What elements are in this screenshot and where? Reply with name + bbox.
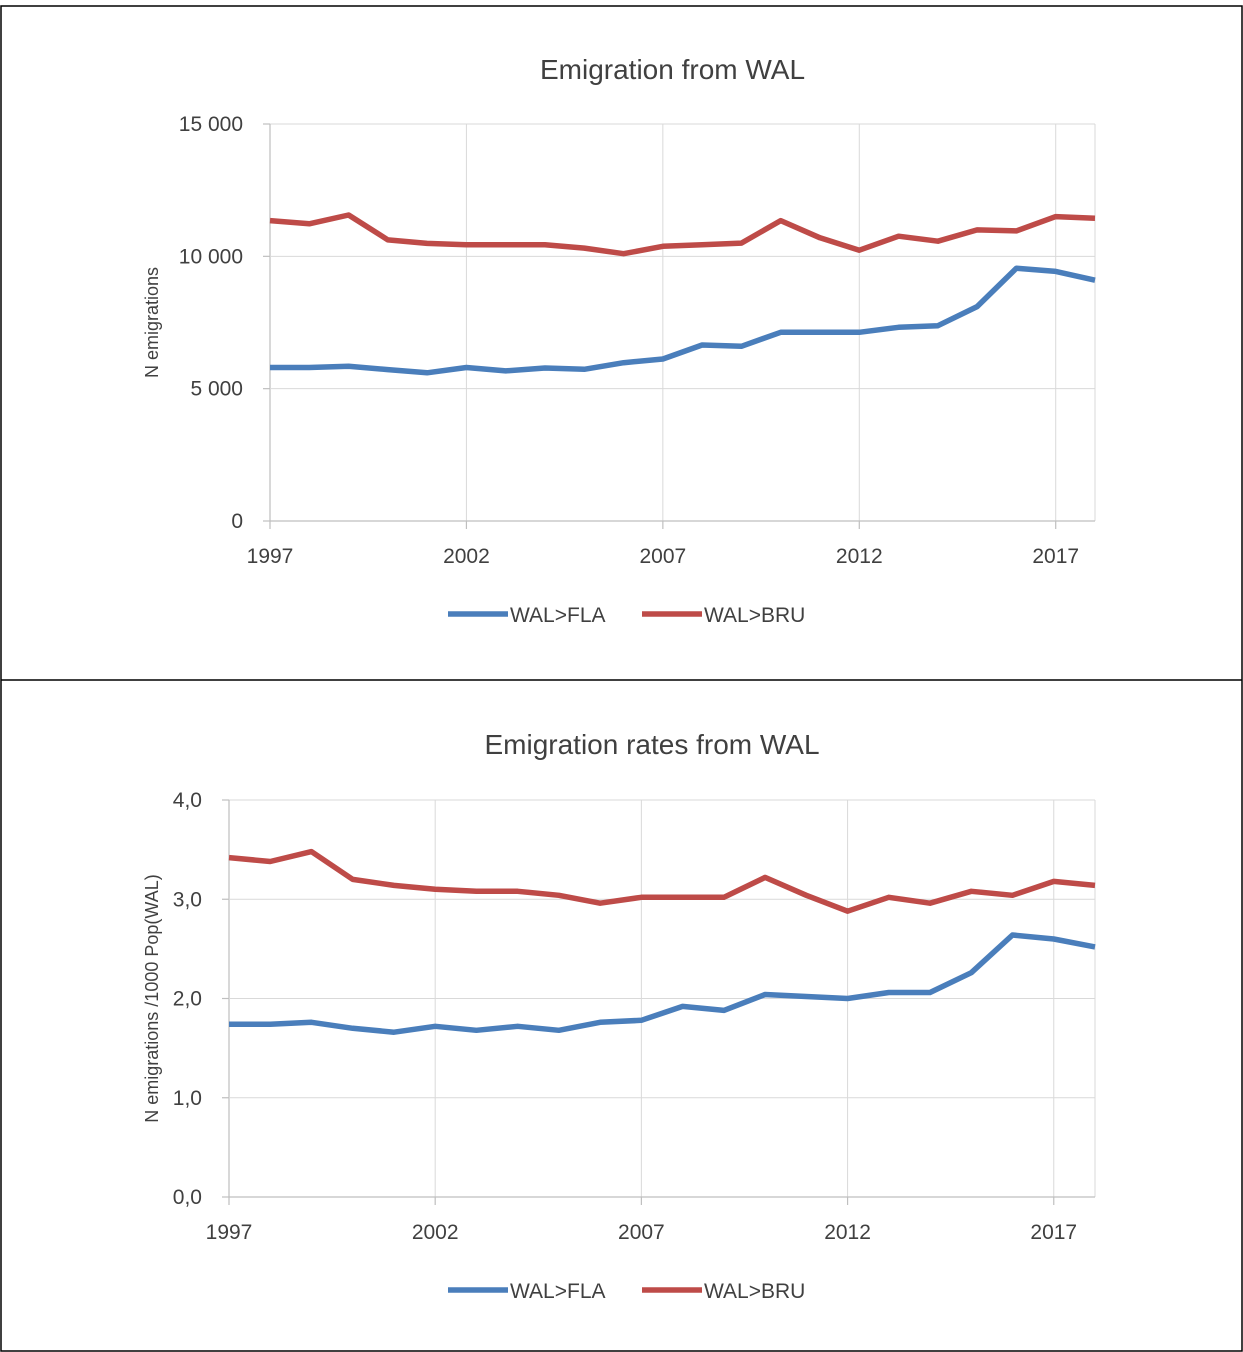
y-tick-label: 5 000 xyxy=(190,378,243,401)
x-tick-label: 2007 xyxy=(639,545,686,568)
x-tick-label: 2017 xyxy=(1030,1221,1077,1244)
x-tick-label: 2012 xyxy=(824,1221,871,1244)
x-tick-label: 2012 xyxy=(836,545,883,568)
series-line-wal-fla xyxy=(270,265,1096,376)
x-tick-label: 1997 xyxy=(247,545,294,568)
y-tick-label: 1,0 xyxy=(173,1087,202,1110)
chart-title: Emigration rates from WAL xyxy=(484,729,819,760)
y-tick-label: 10 000 xyxy=(179,245,243,268)
y-tick-label: 3,0 xyxy=(173,888,202,911)
y-axis-label: N emigrations xyxy=(142,267,162,378)
y-tick-label: 2,0 xyxy=(173,988,202,1011)
table-border xyxy=(0,5,1243,1352)
legend-label: WAL>FLA xyxy=(510,604,606,627)
y-tick-label: 15 000 xyxy=(179,113,243,136)
series-line-wal-bru xyxy=(228,848,1096,914)
series-line-wal-fla xyxy=(229,932,1096,1035)
chart-title: Emigration from WAL xyxy=(540,54,805,85)
y-tick-label: 4,0 xyxy=(173,789,202,812)
y-tick-label: 0,0 xyxy=(173,1186,202,1209)
legend-label: WAL>BRU xyxy=(704,604,805,627)
x-tick-label: 2002 xyxy=(412,1221,459,1244)
legend-label: WAL>BRU xyxy=(704,1280,805,1303)
x-tick-label: 2007 xyxy=(618,1221,665,1244)
series-line-wal-bru xyxy=(269,212,1096,257)
legend-label: WAL>FLA xyxy=(510,1280,606,1303)
y-axis-label: N emigrations /1000 Pop(WAL) xyxy=(142,874,162,1122)
x-tick-label: 2002 xyxy=(443,545,490,568)
x-tick-label: 2017 xyxy=(1032,545,1079,568)
x-tick-label: 1997 xyxy=(206,1221,253,1244)
y-tick-label: 0 xyxy=(231,510,243,533)
